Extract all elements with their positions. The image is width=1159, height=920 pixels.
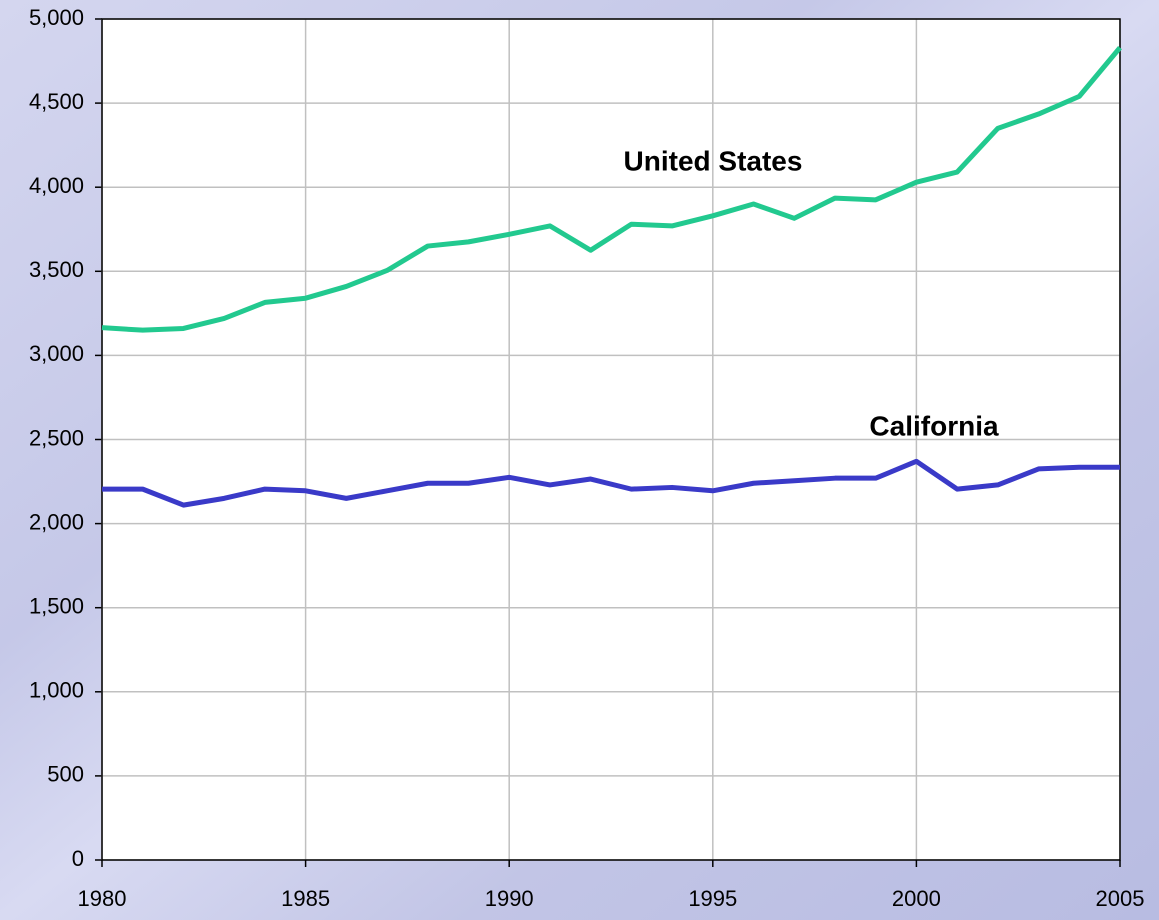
y-tick-label: 5,000 [29, 5, 84, 30]
y-tick-label: 4,500 [29, 89, 84, 114]
plot-border [101, 18, 1121, 861]
series-line [102, 458, 1120, 508]
y-tick-label: 0 [72, 846, 84, 871]
x-tick-label: 1985 [281, 886, 330, 911]
series-label: California [869, 410, 999, 441]
x-tick-label: 2000 [892, 886, 941, 911]
y-tick-label: 4,000 [29, 173, 84, 198]
series-line [101, 45, 1122, 333]
y-tick-label: 1,500 [29, 594, 84, 619]
x-tick-label: 1980 [78, 886, 127, 911]
x-tick-label: 1990 [485, 886, 534, 911]
y-tick-label: 1,000 [29, 678, 84, 703]
x-tick-label: 2005 [1096, 886, 1145, 911]
y-tick-label: 3,500 [29, 257, 84, 282]
series-label: United States [624, 145, 803, 176]
x-tick-label: 1995 [688, 886, 737, 911]
y-tick-label: 2,500 [29, 425, 84, 450]
y-tick-label: 2,000 [29, 509, 84, 534]
y-tick-label: 3,000 [29, 341, 84, 366]
y-tick-label: 500 [47, 762, 84, 787]
